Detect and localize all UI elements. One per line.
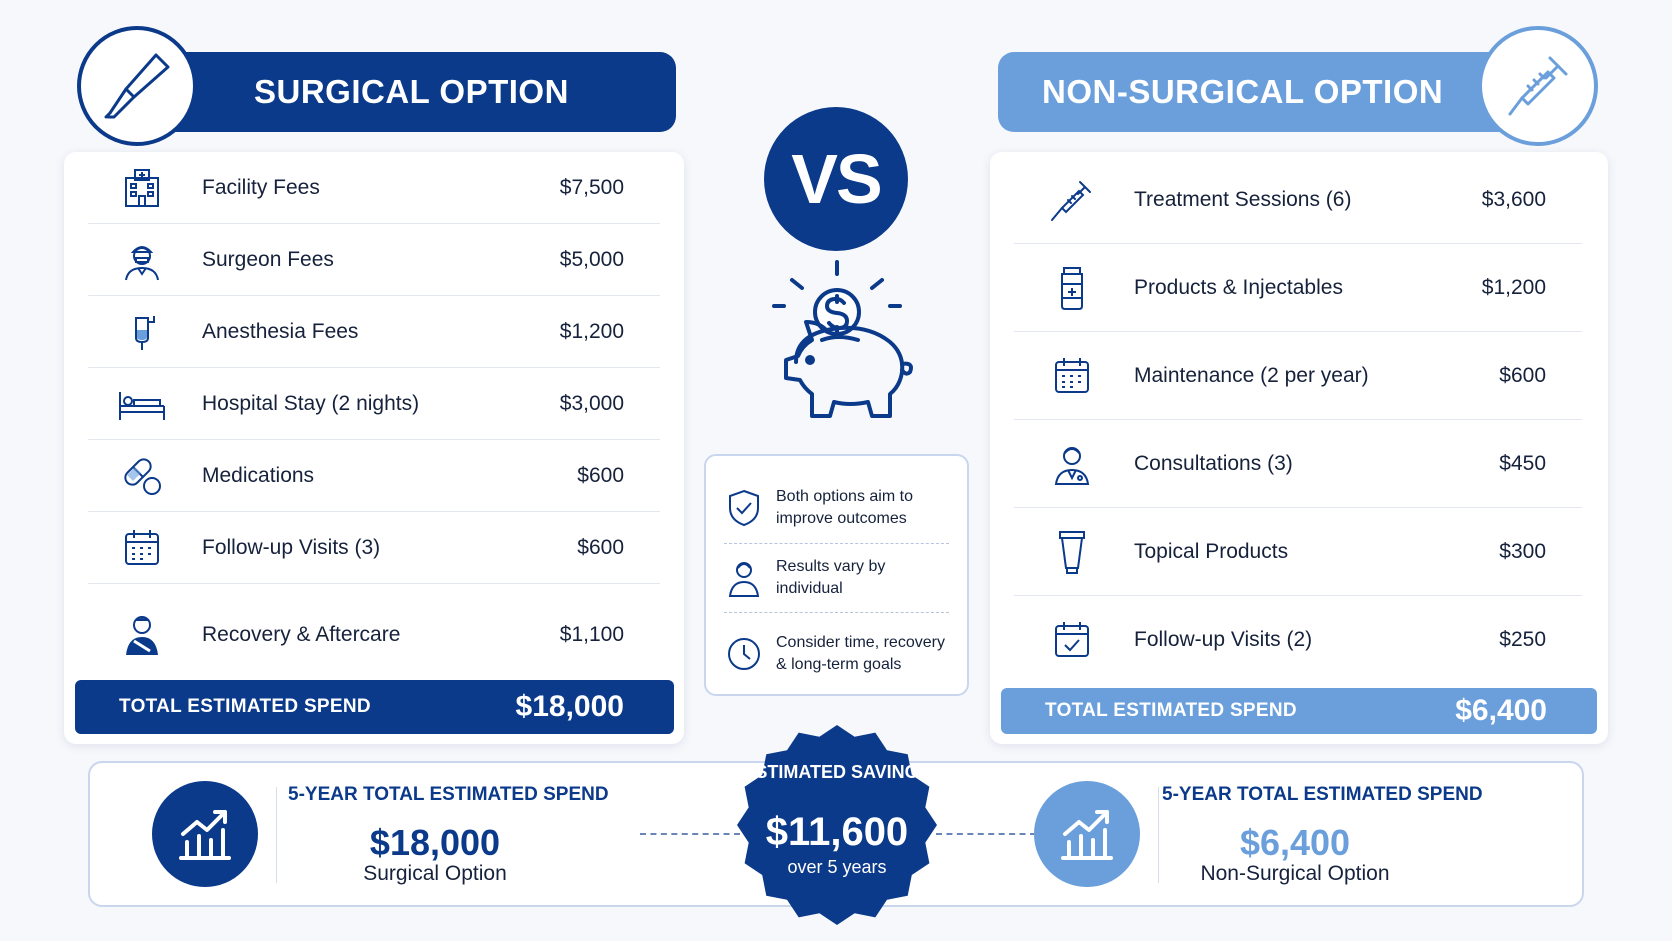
savings-subtitle: over 5 years: [787, 857, 887, 877]
note-text: Results vary by individual: [776, 558, 886, 597]
surgical-title: SURGICAL OPTION: [254, 73, 569, 110]
surgical-item: Facility Fees $7,500: [88, 152, 660, 224]
non-surgical-title: NON-SURGICAL OPTION: [1042, 73, 1444, 110]
surgical-item: Hospital Stay (2 nights) $3,000: [88, 368, 660, 440]
item-label: Products & Injectables: [1134, 275, 1343, 299]
surgical-item: Recovery & Aftercare $1,100: [88, 598, 660, 672]
right-summary-title: 5-YEAR TOTAL ESTIMATED SPEND: [1162, 784, 1483, 805]
doctor-icon: [1044, 436, 1100, 492]
left-summary-value: $18,000: [369, 822, 501, 863]
note-text: Both options aim to improve outcomes: [776, 488, 913, 527]
connector-line: [936, 833, 1036, 835]
non-surgical-item: Consultations (3) $450: [1014, 420, 1582, 508]
calendar-icon: [1044, 348, 1100, 404]
patient-sling-icon: [114, 607, 170, 663]
non-surgical-item: Follow-up Visits (2) $250: [1014, 596, 1582, 684]
note-item: Consider time, recovery & long-term goal…: [724, 632, 953, 676]
pills-icon: [114, 448, 170, 504]
non-surgical-item: Topical Products $300: [1014, 508, 1582, 596]
surgical-total-bar: TOTAL ESTIMATED SPEND $18,000: [75, 680, 674, 734]
item-label: Follow-up Visits (2): [1134, 628, 1313, 651]
shield-check-icon: [724, 488, 764, 528]
item-label: Recovery & Aftercare: [202, 623, 401, 646]
non-surgical-item: Products & Injectables $1,200: [1014, 244, 1582, 332]
syringe-icon: [1044, 172, 1100, 228]
item-amount: $1,100: [559, 623, 624, 646]
right-summary-value: $6,400: [1239, 822, 1351, 863]
person-icon: [724, 558, 764, 598]
bar-chart-up-icon: [1034, 781, 1140, 887]
note-item: Results vary by individual: [724, 556, 953, 600]
item-amount: $3,600: [1481, 187, 1546, 211]
connector-line: [640, 833, 740, 835]
vial-icon: [1044, 260, 1100, 316]
cream-tube-icon: [1044, 524, 1100, 580]
item-label: Facility Fees: [202, 175, 320, 199]
surgical-item: Surgeon Fees $5,000: [88, 224, 660, 296]
surgical-item: Follow-up Visits (3) $600: [88, 512, 660, 584]
item-label: Treatment Sessions (6): [1134, 187, 1352, 211]
item-amount: $1,200: [1481, 275, 1546, 299]
non-surgical-header: NON-SURGICAL OPTION: [998, 52, 1530, 132]
hospital-bed-icon: [114, 376, 170, 432]
left-summary-subtitle: Surgical Option: [363, 862, 507, 885]
savings-label: ESTIMATED SAVINGS: [743, 762, 931, 782]
item-label: Hospital Stay (2 nights): [202, 391, 420, 415]
surgical-header: SURGICAL OPTION: [120, 52, 676, 132]
note-text: Consider time, recovery & long-term goal…: [776, 634, 945, 673]
surgical-item: Medications $600: [88, 440, 660, 512]
item-amount: $250: [1499, 628, 1546, 651]
item-amount: $300: [1499, 539, 1546, 563]
item-label: Maintenance (2 per year): [1134, 363, 1369, 387]
item-amount: $600: [577, 463, 624, 487]
note-item: Both options aim to improve outcomes: [724, 486, 953, 530]
scalpel-icon: [77, 26, 197, 146]
clock-icon: [724, 636, 764, 672]
item-label: Consultations (3): [1134, 451, 1293, 475]
item-label: Follow-up Visits (3): [202, 535, 381, 559]
savings-badge: [737, 725, 937, 925]
total-label: TOTAL ESTIMATED SPEND: [119, 696, 371, 717]
vs-badge: VS: [764, 107, 908, 251]
item-amount: $450: [1499, 451, 1546, 475]
right-summary-subtitle: Non-Surgical Option: [1200, 862, 1390, 885]
item-amount: $7,500: [559, 175, 624, 199]
total-value: $18,000: [515, 690, 624, 723]
iv-bag-icon: [114, 304, 170, 360]
non-surgical-item: Maintenance (2 per year) $600: [1014, 332, 1582, 420]
item-amount: $600: [577, 535, 624, 559]
item-label: Medications: [202, 463, 315, 487]
hospital-building-icon: [114, 160, 170, 216]
item-amount: $600: [1499, 363, 1546, 387]
calendar-icon: [114, 520, 170, 576]
non-surgical-item: Treatment Sessions (6) $3,600: [1014, 156, 1582, 244]
syringe-icon: [1478, 26, 1598, 146]
vs-label: VS: [791, 140, 882, 218]
item-label: Surgeon Fees: [202, 247, 334, 271]
surgeon-icon: [114, 232, 170, 288]
total-value: $6,400: [1455, 694, 1547, 727]
surgical-item: Anesthesia Fees $1,200: [88, 296, 660, 368]
non-surgical-card: [990, 152, 1608, 744]
total-label: TOTAL ESTIMATED SPEND: [1045, 700, 1297, 721]
item-label: Anesthesia Fees: [202, 319, 359, 343]
savings-value: $11,600: [765, 810, 909, 854]
non-surgical-total-bar: TOTAL ESTIMATED SPEND $6,400: [1001, 688, 1597, 734]
surgical-card: [64, 152, 684, 744]
bar-chart-up-icon: [152, 781, 258, 887]
item-amount: $1,200: [559, 319, 624, 343]
calendar-check-icon: [1044, 612, 1100, 668]
item-amount: $5,000: [559, 247, 624, 271]
item-label: Topical Products: [1134, 539, 1289, 563]
piggy-bank-icon: [744, 258, 930, 444]
item-amount: $3,000: [559, 391, 624, 415]
left-summary-title: 5-YEAR TOTAL ESTIMATED SPEND: [288, 784, 609, 805]
